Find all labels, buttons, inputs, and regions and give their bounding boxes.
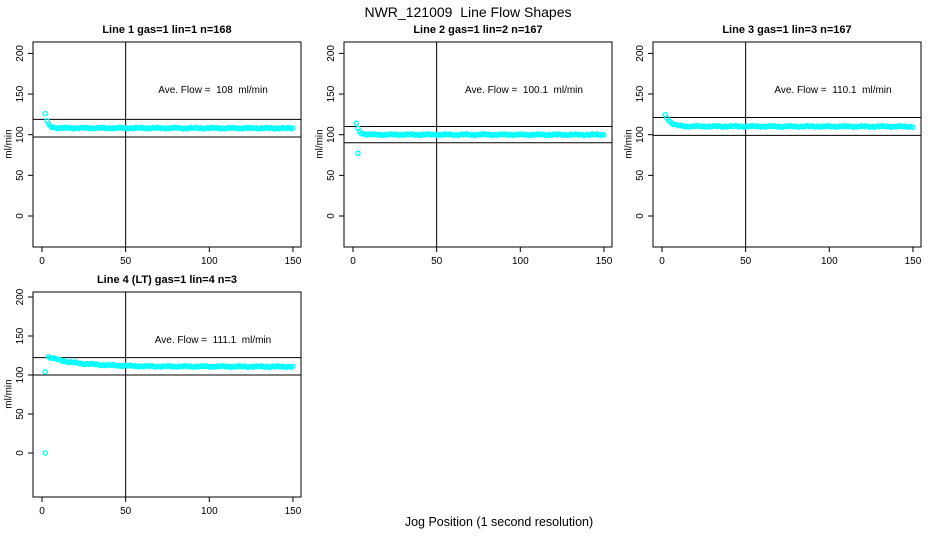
panel3-y-axis-label: ml/min — [623, 129, 635, 159]
y-tick-label: 50 — [635, 169, 646, 181]
panel2-ave-flow-annotation: Ave. Flow = 100.1 ml/min — [465, 85, 583, 96]
scatter-point — [42, 110, 49, 117]
plot-frame — [652, 41, 922, 248]
y-tick-label: 100 — [635, 126, 646, 143]
y-tick-label: 0 — [326, 213, 337, 219]
x-tick-label: 150 — [596, 256, 613, 267]
y-tick-label: 100 — [326, 126, 337, 143]
y-tick-label: 150 — [326, 85, 337, 102]
x-tick-label: 100 — [201, 256, 218, 267]
x-tick-label: 150 — [285, 256, 302, 267]
x-tick-label: 150 — [285, 506, 302, 517]
y-tick-label: 50 — [15, 408, 26, 420]
y-tick-label: 100 — [15, 126, 26, 143]
panel1-ave-flow-annotation: Ave. Flow = 108 ml/min — [158, 85, 268, 96]
data-points — [42, 354, 296, 456]
x-tick-label: 100 — [512, 256, 529, 267]
outlier-point — [42, 450, 49, 456]
y-tick-label: 50 — [326, 169, 337, 181]
x-tick-label: 0 — [350, 256, 356, 267]
scatter-point — [353, 120, 360, 126]
x-tick-label: 50 — [431, 256, 443, 267]
outlier-point — [42, 369, 49, 375]
panel1-title: Line 1 gas=1 lin=1 n=168 — [102, 24, 232, 36]
panel4-y-axis-label: ml/min — [3, 379, 15, 409]
y-tick-label: 0 — [635, 213, 646, 219]
x-tick-label: 100 — [821, 256, 838, 267]
y-tick-label: 50 — [15, 169, 26, 181]
plot-frame — [32, 291, 302, 498]
chart-main-title: NWR_121009 Line Flow Shapes — [364, 4, 572, 20]
y-tick-label: 200 — [15, 288, 26, 305]
outlier-point — [355, 150, 361, 157]
panel-line-2: 0 50 100 150 0 50 100 150 200 — [326, 41, 613, 267]
x-axis-label: Jog Position (1 second resolution) — [404, 515, 594, 529]
y-tick-label: 200 — [635, 45, 646, 62]
data-points — [42, 110, 296, 132]
y-tick-label: 100 — [15, 366, 26, 383]
scatter-point — [290, 125, 296, 131]
panel-line-1: 0 50 100 150 0 50 100 150 200 — [15, 41, 302, 267]
panel3-title: Line 3 gas=1 lin=3 n=167 — [722, 24, 852, 36]
x-tick-label: 50 — [120, 506, 132, 517]
x-tick-label: 0 — [659, 256, 665, 267]
data-points — [353, 120, 607, 157]
scatter-point — [910, 124, 916, 131]
plot-frame — [32, 41, 302, 248]
plot-frame — [343, 41, 613, 248]
panel2-y-axis-label: ml/min — [314, 129, 326, 159]
y-tick-label: 200 — [326, 45, 337, 62]
y-tick-label: 150 — [15, 327, 26, 344]
panel-line-3: 0 50 100 150 0 50 100 150 200 — [635, 41, 922, 267]
y-tick-label: 0 — [15, 213, 26, 219]
panel2-title: Line 2 gas=1 lin=2 n=167 — [413, 24, 543, 36]
x-tick-label: 50 — [120, 256, 132, 267]
x-tick-label: 0 — [39, 256, 45, 267]
y-tick-label: 0 — [15, 450, 26, 456]
y-tick-label: 150 — [635, 85, 646, 102]
x-tick-label: 50 — [740, 256, 752, 267]
panel4-ave-flow-annotation: Ave. Flow = 111.1 ml/min — [154, 335, 272, 346]
panel-line-4: 0 50 100 150 0 50 100 150 200 — [15, 288, 302, 517]
data-points — [662, 111, 916, 131]
x-tick-label: 150 — [905, 256, 922, 267]
y-tick-label: 200 — [15, 45, 26, 62]
scatter-point — [601, 132, 607, 138]
scatter-point — [290, 363, 296, 369]
x-tick-label: 100 — [201, 506, 218, 517]
panel1-y-axis-label: ml/min — [3, 129, 15, 159]
x-tick-label: 0 — [39, 506, 45, 517]
y-tick-label: 150 — [15, 85, 26, 102]
panel4-title: Line 4 (LT) gas=1 lin=4 n=3 — [96, 274, 238, 286]
panel3-ave-flow-annotation: Ave. Flow = 110.1 ml/min — [774, 85, 892, 96]
